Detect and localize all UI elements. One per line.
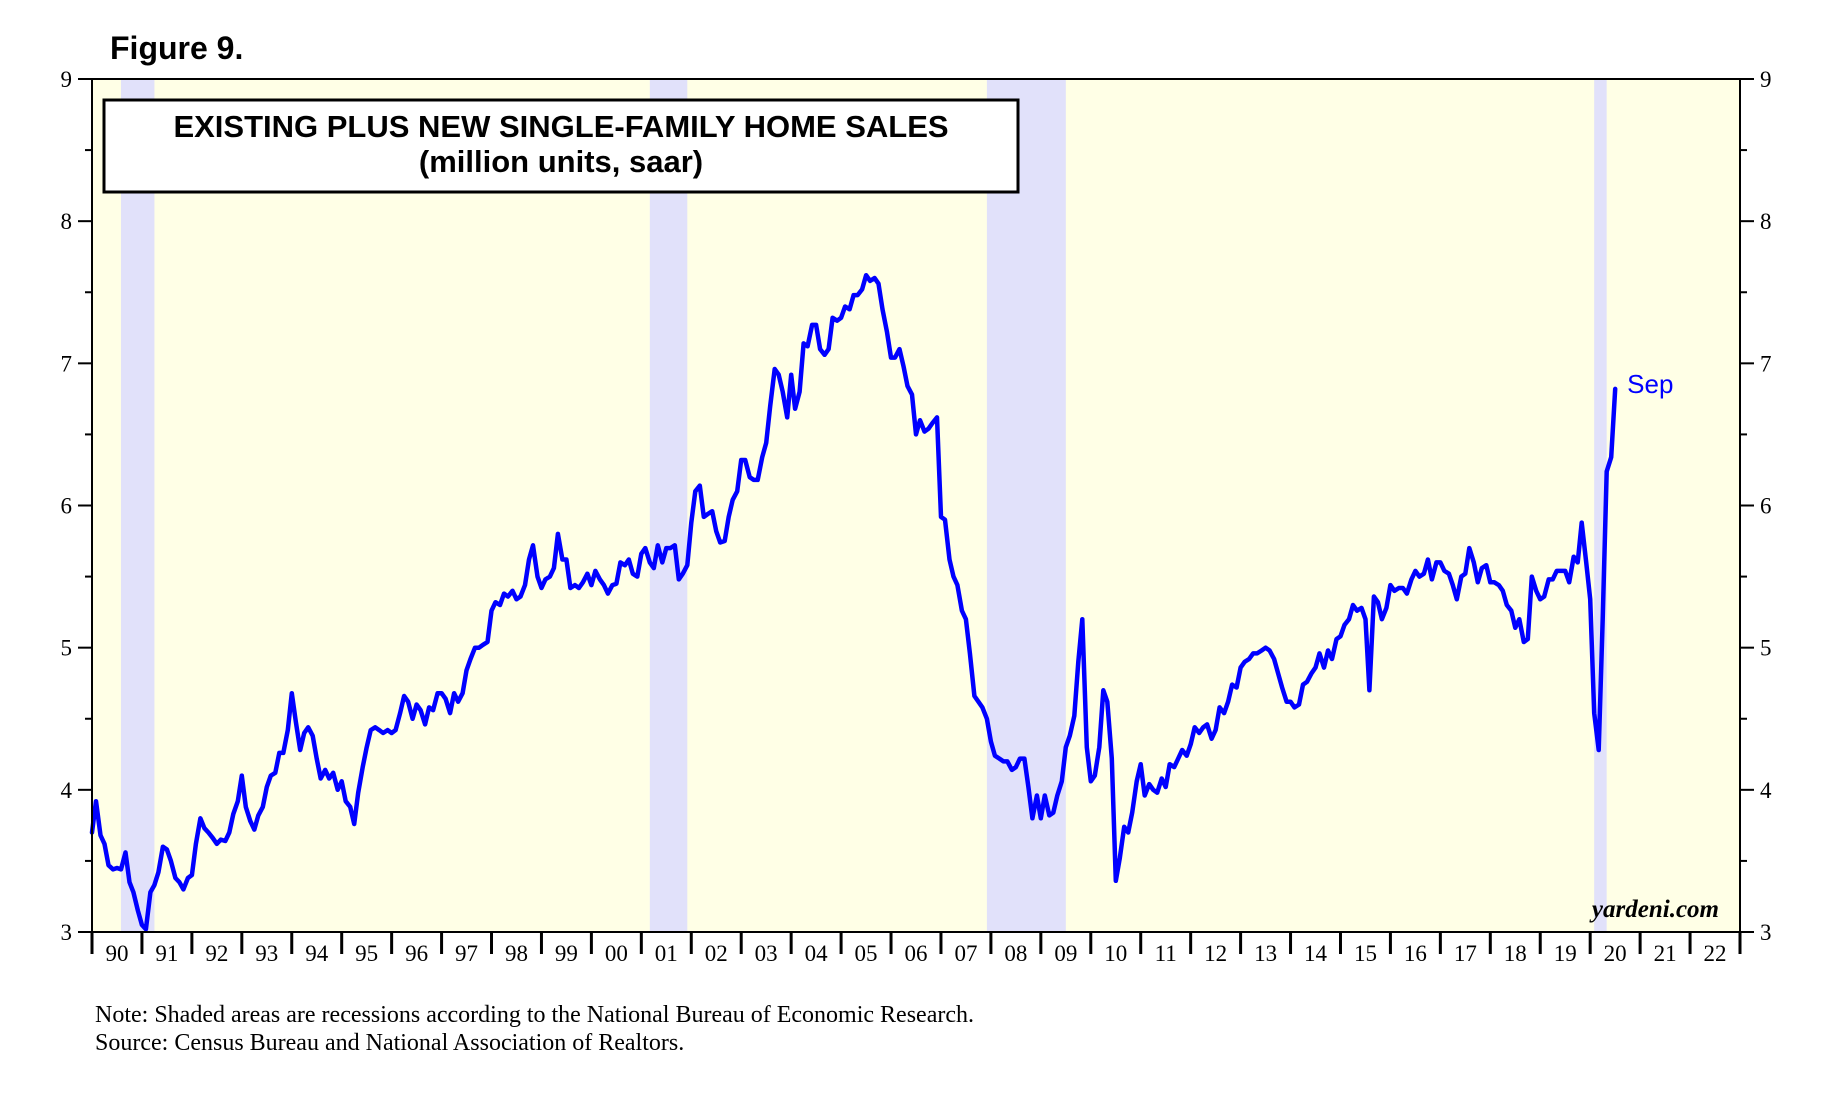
recession-band: [1594, 79, 1607, 932]
x-tick-label: 21: [1654, 941, 1677, 966]
x-tick-label: 08: [1004, 941, 1027, 966]
source-line: Source: Census Bureau and National Assoc…: [95, 1030, 684, 1056]
recession-bands: [120, 79, 1607, 932]
x-tick-label: 10: [1104, 941, 1127, 966]
title-box: EXISTING PLUS NEW SINGLE-FAMILY HOME SAL…: [102, 98, 1020, 194]
y-tick-label: 3: [1760, 920, 1772, 945]
y-tick-label: 8: [1760, 209, 1772, 234]
x-tick-label: 22: [1704, 941, 1727, 966]
watermark: yardeni.com: [1589, 896, 1719, 923]
x-tick-label: 20: [1604, 941, 1627, 966]
x-tick-label: 95: [355, 941, 378, 966]
y-tick-label: 6: [61, 494, 73, 519]
x-tick-label: 00: [605, 941, 628, 966]
y-tick-label: 6: [1760, 494, 1772, 519]
x-tick-label: 19: [1554, 941, 1577, 966]
y-tick-label: 4: [61, 778, 73, 803]
figure-label: Figure 9.: [110, 30, 243, 66]
y-tick-label: 7: [61, 351, 73, 376]
x-tick-label: 96: [405, 941, 428, 966]
x-tick-label: 90: [105, 941, 128, 966]
x-tick-label: 93: [255, 941, 278, 966]
x-tick-label: 14: [1304, 941, 1328, 966]
y-axis-right: 3 4 5 6 7 8 9: [1740, 67, 1772, 945]
series-line-group: [89, 272, 1618, 932]
y-tick-label: 5: [1760, 636, 1772, 661]
x-tick-label: 07: [954, 941, 977, 966]
y-tick-label: 9: [61, 67, 73, 92]
recession-band: [986, 79, 1066, 932]
recession-band: [649, 79, 688, 932]
x-tick-label: 17: [1454, 941, 1477, 966]
x-tick-label: 91: [155, 941, 178, 966]
x-tick-label: 06: [905, 941, 928, 966]
y-tick-label: 7: [1760, 351, 1772, 376]
x-axis: 90 91 92 93 94 95 96 97 98 99 00 01 02 03 04 05 06 07 08 09…: [90, 932, 1742, 966]
x-tick-label: 09: [1054, 941, 1077, 966]
x-tick-label: 15: [1354, 941, 1377, 966]
x-tick-label: 13: [1254, 941, 1277, 966]
x-tick-label: 16: [1404, 941, 1427, 966]
x-tick-label: 97: [455, 941, 478, 966]
x-tick-label: 99: [555, 941, 578, 966]
recession-band: [120, 79, 155, 932]
y-tick-label: 8: [61, 209, 73, 234]
y-tick-label: 5: [61, 636, 73, 661]
x-tick-label: 94: [305, 941, 329, 966]
x-tick-label: 12: [1204, 941, 1227, 966]
y-axis-left: 3 4 5 6 7 8 9: [61, 67, 92, 945]
x-tick-label: 04: [805, 941, 829, 966]
x-tick-label: 11: [1155, 941, 1177, 966]
x-tick-label: 92: [205, 941, 228, 966]
chart-subtitle: (million units, saar): [419, 144, 703, 179]
chart-title: EXISTING PLUS NEW SINGLE-FAMILY HOME SAL…: [173, 109, 948, 144]
series-line: [89, 272, 1618, 932]
y-tick-label: 3: [61, 920, 73, 945]
x-tick-label: 05: [855, 941, 878, 966]
x-tick-label: 03: [755, 941, 778, 966]
note-line: Note: Shaded areas are recessions accord…: [95, 1002, 974, 1028]
x-tick-label: 18: [1504, 941, 1527, 966]
y-tick-label: 9: [1760, 67, 1772, 92]
end-label: Sep: [1627, 369, 1673, 399]
x-tick-label: 02: [705, 941, 728, 966]
y-tick-label: 4: [1760, 778, 1772, 803]
title-box-frame: [102, 98, 1020, 194]
x-tick-label: 98: [505, 941, 528, 966]
x-tick-label: 01: [655, 941, 678, 966]
plot-background: [92, 79, 1740, 932]
